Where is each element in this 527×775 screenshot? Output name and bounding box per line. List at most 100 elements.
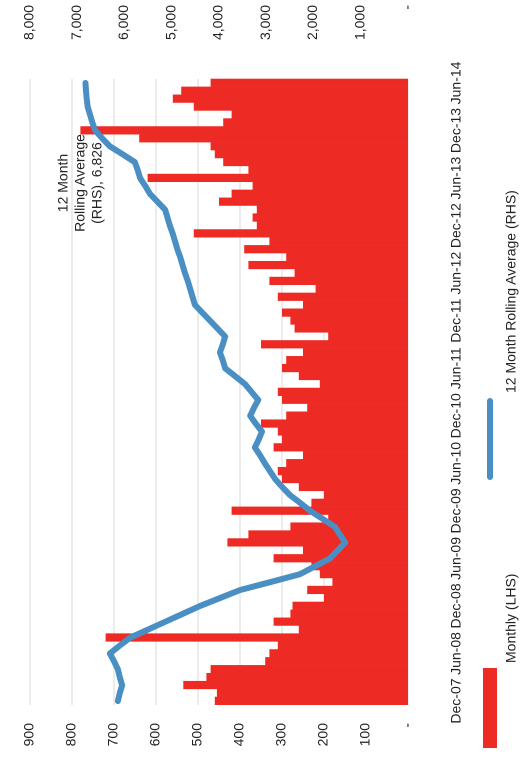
- x-tick-label: Jun-12: [448, 252, 464, 295]
- bar: [277, 292, 408, 301]
- bar: [292, 601, 408, 610]
- line: [82, 79, 349, 705]
- bar: [80, 126, 409, 135]
- y-tick-label: 500: [189, 723, 205, 747]
- bar: [181, 86, 408, 95]
- bar: [252, 181, 408, 190]
- bar: [319, 379, 408, 389]
- bar: [303, 300, 408, 309]
- legend-marker: [483, 668, 497, 748]
- bar: [298, 371, 408, 381]
- bar: [105, 633, 408, 642]
- bar: [277, 427, 408, 436]
- x-tick-label: Jun-13: [448, 156, 464, 199]
- bar: [223, 157, 408, 167]
- bar: [269, 649, 408, 658]
- x-tick-label: Jun-11: [448, 347, 464, 389]
- y-tick-label: 100: [357, 723, 373, 747]
- bar: [256, 221, 408, 230]
- bar: [252, 213, 408, 222]
- bar: [216, 688, 408, 698]
- bar: [147, 173, 408, 183]
- bar: [269, 276, 408, 286]
- x-tick-label: Dec-09: [448, 488, 464, 533]
- bar: [298, 625, 408, 634]
- bar: [231, 506, 408, 515]
- bar: [303, 451, 408, 460]
- bar: [193, 102, 408, 111]
- bar: [282, 308, 408, 317]
- bar: [311, 562, 408, 571]
- bar: [269, 237, 408, 246]
- bar: [210, 142, 408, 151]
- bar: [273, 443, 408, 452]
- bar: [248, 165, 408, 175]
- bar: [214, 696, 408, 705]
- bar: [332, 577, 408, 587]
- annotation: 12 Month: [55, 154, 71, 212]
- bar: [227, 538, 408, 547]
- bar: [231, 189, 408, 198]
- bar: [294, 324, 409, 333]
- bar: [256, 205, 408, 214]
- y-tick-label: 900: [21, 723, 37, 747]
- x-tick-label: Dec-12: [448, 203, 464, 248]
- bar: [328, 514, 409, 523]
- bar: [286, 459, 409, 468]
- bar: [324, 490, 408, 499]
- bar: [311, 498, 408, 507]
- bar: [307, 403, 409, 412]
- bar: [286, 356, 409, 365]
- bar: [219, 197, 408, 206]
- bar: [214, 150, 408, 159]
- bar: [286, 253, 409, 262]
- bar: [282, 474, 408, 484]
- x-tick-label: Dec-13: [448, 108, 464, 153]
- bar: [290, 522, 408, 531]
- bar: [328, 332, 409, 341]
- y2-tick-label: 7,000: [68, 5, 84, 40]
- x-tick-label: Jun-10: [448, 442, 464, 485]
- bar: [273, 554, 408, 563]
- bar: [265, 657, 409, 666]
- bar: [319, 569, 408, 579]
- bar: [261, 419, 408, 428]
- bar: [282, 395, 408, 404]
- bar: [290, 316, 408, 325]
- y-tick-label: 300: [273, 723, 289, 747]
- bar: [282, 363, 408, 373]
- bar: [231, 110, 408, 119]
- y2-tick-label: 8,000: [21, 5, 37, 40]
- bar: [273, 617, 408, 626]
- bar: [248, 530, 408, 539]
- bar: [244, 245, 408, 254]
- bar: [303, 348, 408, 357]
- y-tick-label: 200: [315, 723, 331, 747]
- y2-tick-label: -: [399, 5, 415, 10]
- y2-tick-label: 5,000: [162, 5, 178, 40]
- bar: [210, 665, 408, 674]
- y2-tick-label: 3,000: [257, 5, 273, 40]
- y-tick-label: 600: [147, 723, 163, 747]
- x-tick-label: Jun-09: [448, 537, 464, 580]
- y-tick-label: 700: [105, 723, 121, 747]
- bar: [193, 229, 408, 238]
- bar: [303, 546, 408, 555]
- bar: [223, 118, 408, 127]
- x-tick-label: Jun-08: [448, 632, 464, 675]
- bar: [282, 435, 408, 444]
- bar: [324, 593, 408, 602]
- x-tick-label: Jun-14: [448, 61, 464, 104]
- y2-tick-label: 4,000: [210, 5, 226, 40]
- bar: [298, 482, 408, 492]
- y-tick-label: -: [399, 723, 415, 728]
- bar: [277, 466, 408, 476]
- bar: [315, 284, 409, 293]
- bar: [248, 260, 408, 270]
- bar: [277, 641, 408, 650]
- bar: [139, 134, 408, 143]
- x-tick-label: Dec-10: [448, 393, 464, 438]
- bar: [210, 78, 408, 87]
- x-tick-label: Dec-08: [448, 583, 464, 628]
